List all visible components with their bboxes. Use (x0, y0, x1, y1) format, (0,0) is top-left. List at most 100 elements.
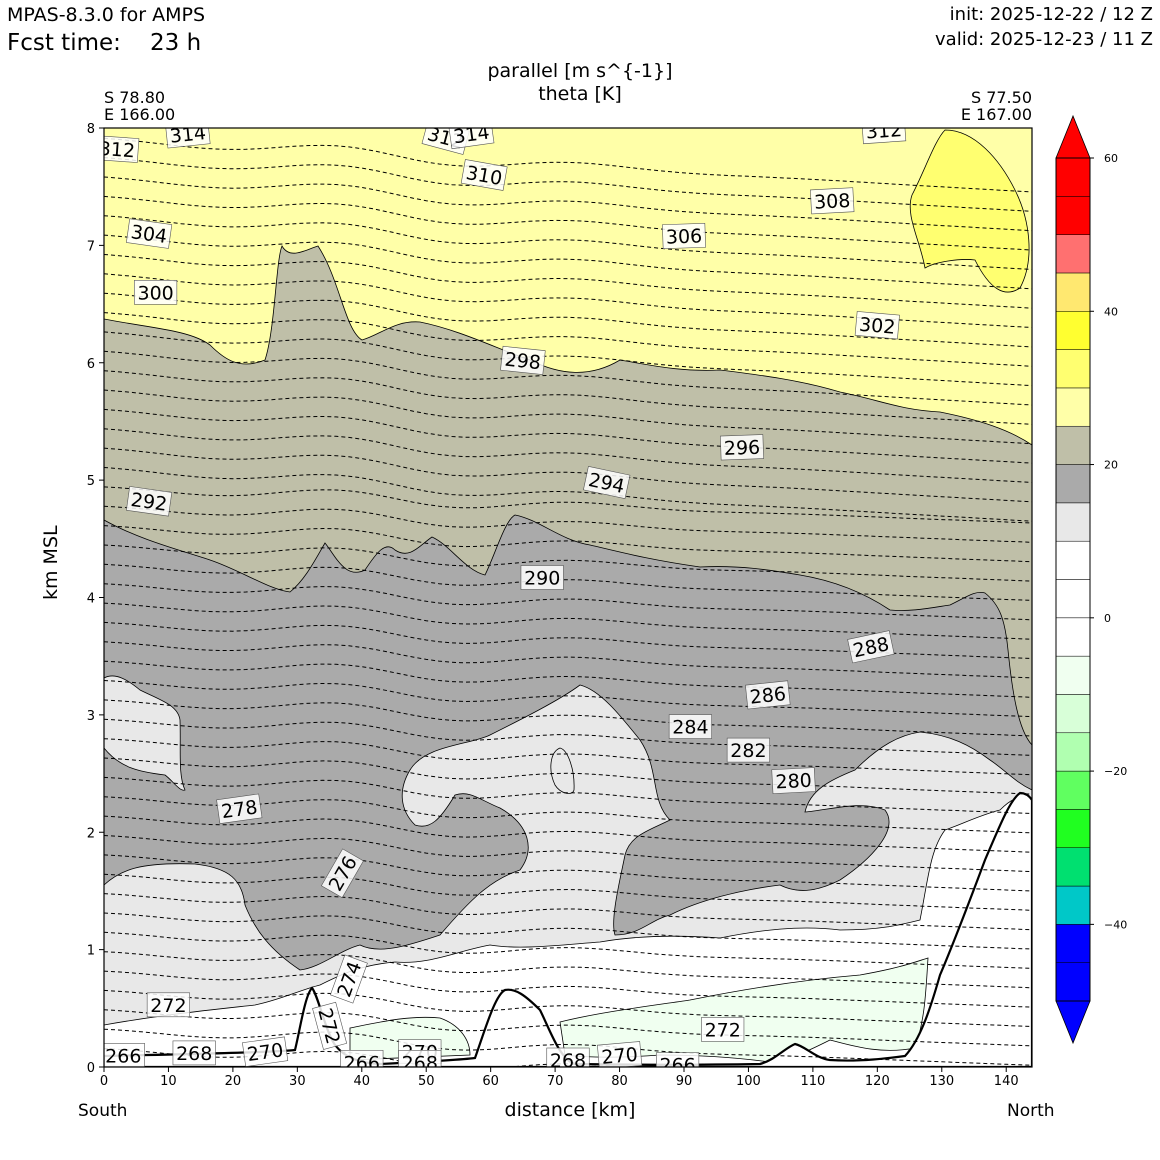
theta-contour-line (104, 563, 1032, 601)
theta-label-text: 298 (504, 349, 542, 375)
theta-label: 278 (216, 793, 263, 824)
left-longitude: E 166.00 (104, 105, 176, 124)
theta-label-box (668, 714, 712, 739)
theta-label: 286 (745, 680, 791, 710)
theta-label: 268 (172, 1040, 216, 1066)
theta-contour-line (104, 602, 1032, 640)
theta-label-text: 312 (865, 119, 903, 143)
theta-contour-line (104, 583, 1032, 621)
theta-label: 306 (662, 222, 706, 250)
theta-label-text: 282 (730, 740, 766, 762)
theta-label-box (146, 992, 190, 1018)
valid-time: valid: 2025-12-23 / 11 Z (935, 29, 1153, 50)
theta-label-text: 304 (129, 221, 168, 248)
theta-label-box (546, 1047, 590, 1067)
colorbar-extend-min (1055, 1000, 1091, 1045)
theta-label-box (597, 1041, 643, 1067)
colorbar-segment (1055, 272, 1091, 312)
x-tick-label: 140 (994, 1074, 1019, 1089)
shade-light-gray-upper-left (104, 675, 186, 791)
colorbar-tick-label: 40 (1104, 305, 1118, 318)
colorbar-segment (1055, 617, 1091, 657)
theta-label-text: 272 (705, 1019, 741, 1041)
theta-contours (104, 137, 1032, 1067)
theta-label-box (104, 1043, 145, 1067)
theta-label-box (104, 135, 140, 163)
x-tick-label: 100 (736, 1074, 761, 1089)
theta-label-box (340, 1050, 384, 1067)
theta-label: 314 (448, 121, 495, 150)
shading-layer (104, 128, 1032, 1067)
chart-subtitle-wind: parallel [m s^{-1}] (487, 60, 673, 82)
x-axis-ticks: 0 10 20 30 40 50 60 70 80 90 100 110 120 130 140 (100, 1067, 1019, 1089)
y-axis-ticks: 0 1 2 3 4 5 6 7 8 (87, 122, 104, 1076)
right-latitude: S 77.50 (970, 88, 1032, 107)
theta-label: 308 (810, 187, 855, 215)
theta-contour-line (104, 447, 1032, 503)
theta-contour-line (104, 137, 1032, 193)
theta-label-box (854, 311, 900, 340)
x-tick-label: 10 (160, 1074, 177, 1089)
theta-contour-line (104, 176, 1032, 232)
forecast-time-value: 23 h (150, 30, 202, 56)
theta-label: 300 (134, 279, 178, 305)
theta-contour-line (104, 951, 1032, 989)
theta-label-box (745, 680, 791, 710)
theta-label-box (460, 159, 508, 191)
theta-contour-line (104, 505, 1032, 543)
theta-label: 272 (701, 1017, 745, 1042)
theta-contour-line (104, 718, 1032, 756)
theta-contour-line (104, 389, 1032, 445)
colorbar-segment (1055, 157, 1091, 197)
forecast-time-label: Fcst time: (7, 30, 121, 56)
theta-label-text: 266 (659, 1055, 695, 1077)
theta-contour-line (104, 215, 1032, 270)
colorbar-segment (1055, 387, 1091, 427)
theta-label: 272 (312, 1001, 348, 1050)
theta-label: 282 (726, 737, 770, 763)
theta-label: 284 (668, 714, 712, 739)
colorbar-segment (1055, 962, 1091, 1002)
theta-label-box (165, 128, 211, 149)
theta-label: 298 (500, 345, 546, 375)
colorbar-frame (1055, 157, 1091, 1002)
theta-contour-line (104, 1028, 1032, 1066)
init-time: init: 2025-12-22 / 12 Z (949, 4, 1153, 25)
x-tick-label: 30 (289, 1074, 306, 1089)
y-tick-label: 3 (87, 709, 95, 724)
colorbar-segment (1055, 732, 1091, 772)
x-tick-label: 90 (676, 1074, 693, 1089)
theta-label-text: 314 (169, 122, 207, 148)
theta-label-text: 268 (402, 1052, 438, 1074)
theta-label-text: 306 (666, 225, 703, 248)
theta-label: 266 (104, 1043, 145, 1067)
theta-label-text: 296 (724, 437, 761, 460)
colorbar-segment (1055, 770, 1091, 810)
theta-contour-line (104, 331, 1032, 387)
theta-label-box (720, 434, 764, 461)
x-tick-label: 120 (865, 1074, 890, 1089)
theta-label-text: 266 (344, 1052, 380, 1074)
theta-label-box (726, 737, 770, 763)
theta-label-text: 290 (524, 568, 560, 590)
theta-label: 268 (398, 1050, 442, 1074)
colorbar: 60 40 20 0 −20 −40 (1055, 114, 1127, 1045)
colorbar-segment (1055, 234, 1091, 274)
colorbar-extend-max (1055, 114, 1091, 159)
theta-label-box (701, 1017, 745, 1042)
theta-contour-line (104, 292, 1032, 348)
theta-contour-line (104, 970, 1032, 1008)
theta-label: 304 (126, 218, 173, 249)
theta-label-box (520, 565, 564, 590)
y-tick-label: 2 (87, 826, 95, 841)
theta-contour-line (104, 254, 1032, 309)
theta-label-text: 314 (452, 121, 491, 148)
theta-label-box (448, 128, 495, 150)
theta-label-box (771, 767, 816, 795)
theta-contour-line (104, 738, 1032, 776)
theta-contour-line (104, 1009, 1032, 1047)
theta-label: 280 (771, 767, 816, 795)
theta-contour-line (104, 699, 1032, 737)
theta-contour-line (104, 350, 1032, 406)
